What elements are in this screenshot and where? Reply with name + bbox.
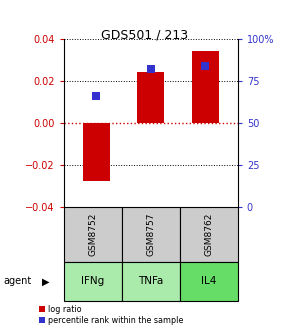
Text: GDS501 / 213: GDS501 / 213 — [102, 29, 188, 42]
Text: GSM8762: GSM8762 — [204, 213, 213, 256]
Text: TNFa: TNFa — [138, 277, 164, 286]
Point — [203, 63, 207, 68]
Bar — [180, 207, 238, 262]
Text: ▶: ▶ — [42, 277, 50, 286]
Bar — [83, 123, 110, 181]
Text: IFNg: IFNg — [81, 277, 104, 286]
Point — [148, 66, 153, 72]
Point — [94, 93, 99, 98]
Text: agent: agent — [3, 277, 31, 286]
Legend: log ratio, percentile rank within the sample: log ratio, percentile rank within the sa… — [39, 305, 184, 325]
Bar — [64, 262, 122, 301]
Bar — [137, 72, 164, 123]
Bar — [192, 51, 219, 123]
Bar — [122, 207, 180, 262]
Text: IL4: IL4 — [201, 277, 217, 286]
Bar — [180, 262, 238, 301]
Text: GSM8752: GSM8752 — [88, 213, 97, 256]
Text: GSM8757: GSM8757 — [146, 213, 155, 256]
Bar — [122, 262, 180, 301]
Bar — [64, 207, 122, 262]
